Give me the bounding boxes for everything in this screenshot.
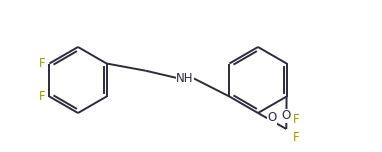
Text: NH: NH xyxy=(176,71,194,85)
Text: F: F xyxy=(293,114,299,126)
Text: O: O xyxy=(267,112,277,124)
Text: F: F xyxy=(293,131,299,145)
Text: O: O xyxy=(282,109,291,122)
Text: F: F xyxy=(39,57,46,70)
Text: F: F xyxy=(39,90,46,103)
